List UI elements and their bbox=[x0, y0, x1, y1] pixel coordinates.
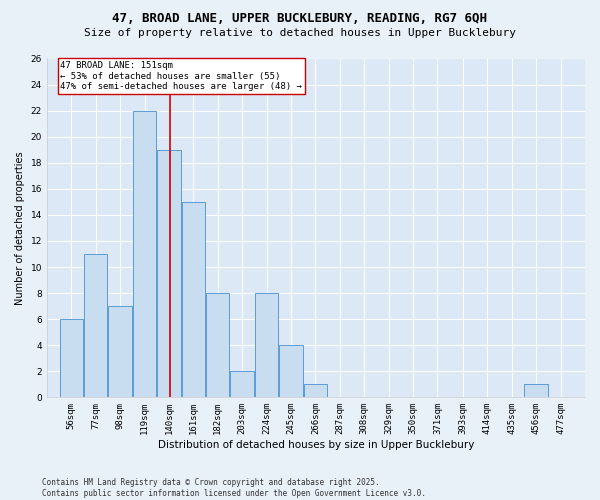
Bar bbox=[279, 345, 303, 398]
Text: Contains HM Land Registry data © Crown copyright and database right 2025.
Contai: Contains HM Land Registry data © Crown c… bbox=[42, 478, 426, 498]
Bar bbox=[230, 372, 254, 398]
Text: Size of property relative to detached houses in Upper Bucklebury: Size of property relative to detached ho… bbox=[84, 28, 516, 38]
Bar bbox=[206, 293, 229, 398]
Bar bbox=[157, 150, 181, 398]
Bar bbox=[84, 254, 107, 398]
Y-axis label: Number of detached properties: Number of detached properties bbox=[15, 151, 25, 304]
Bar bbox=[304, 384, 327, 398]
Bar bbox=[524, 384, 548, 398]
Bar bbox=[255, 293, 278, 398]
Bar bbox=[109, 306, 132, 398]
Text: 47, BROAD LANE, UPPER BUCKLEBURY, READING, RG7 6QH: 47, BROAD LANE, UPPER BUCKLEBURY, READIN… bbox=[113, 12, 487, 26]
Text: 47 BROAD LANE: 151sqm
← 53% of detached houses are smaller (55)
47% of semi-deta: 47 BROAD LANE: 151sqm ← 53% of detached … bbox=[60, 61, 302, 91]
Bar bbox=[133, 110, 156, 398]
Bar bbox=[59, 319, 83, 398]
X-axis label: Distribution of detached houses by size in Upper Bucklebury: Distribution of detached houses by size … bbox=[158, 440, 474, 450]
Bar bbox=[182, 202, 205, 398]
